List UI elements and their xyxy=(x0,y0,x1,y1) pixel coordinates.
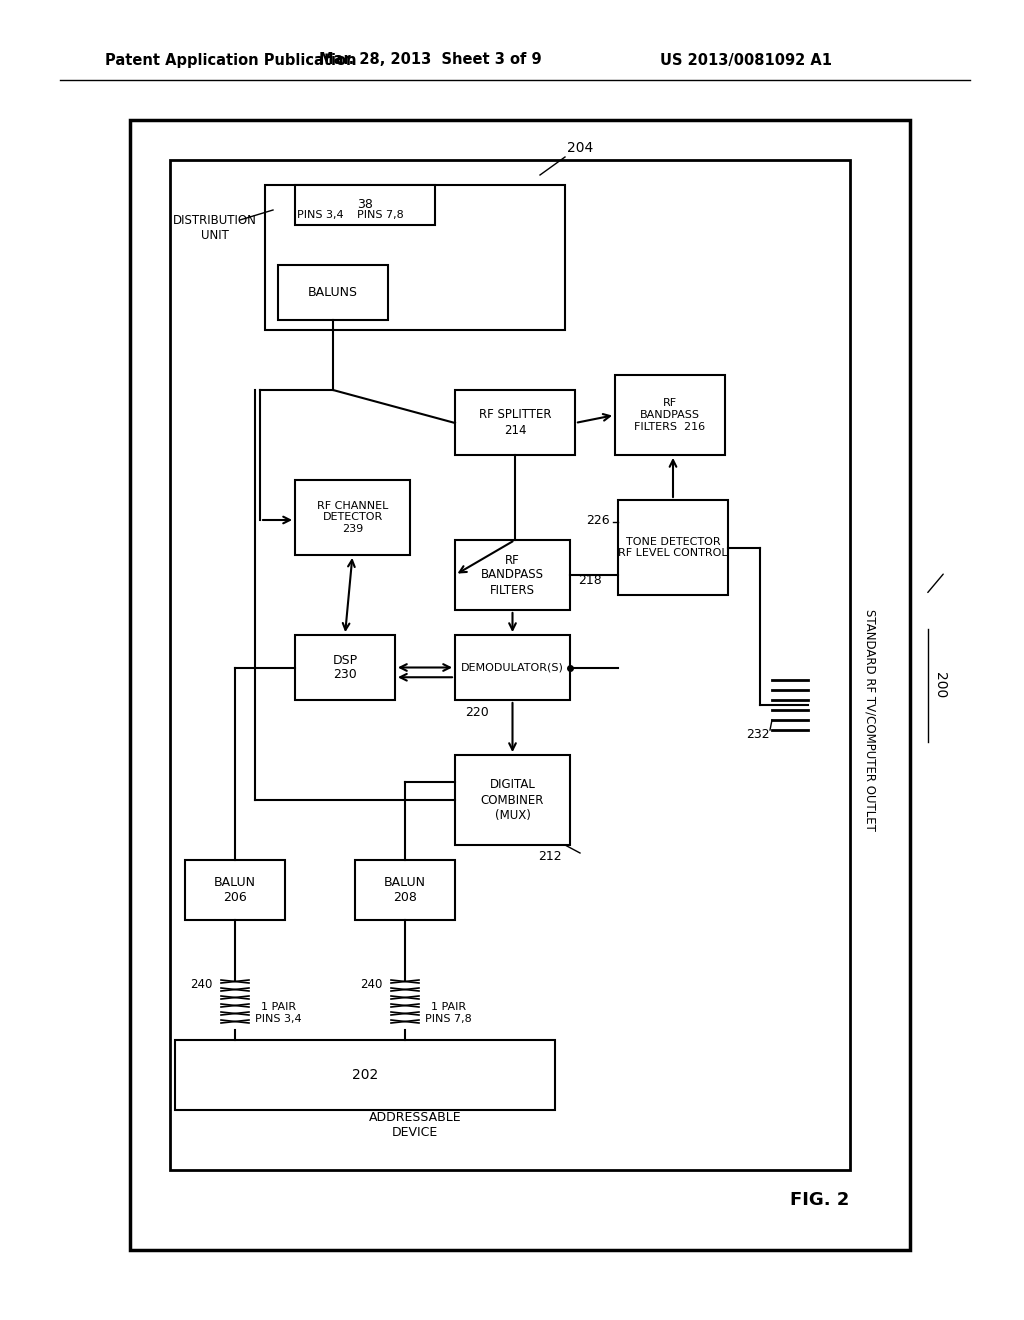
Bar xyxy=(455,755,570,845)
Text: TONE DETECTOR
RF LEVEL CONTROL: TONE DETECTOR RF LEVEL CONTROL xyxy=(618,537,728,558)
Text: 200: 200 xyxy=(933,672,947,698)
Text: Patent Application Publication: Patent Application Publication xyxy=(105,53,356,67)
Bar xyxy=(185,861,285,920)
Bar xyxy=(295,635,395,700)
Text: RF
BANDPASS
FILTERS  216: RF BANDPASS FILTERS 216 xyxy=(635,399,706,432)
Text: PINS 7,8: PINS 7,8 xyxy=(356,210,403,220)
Bar xyxy=(170,160,850,1170)
Text: 38: 38 xyxy=(357,198,373,211)
Bar xyxy=(455,635,570,700)
Text: 240: 240 xyxy=(190,978,212,991)
Text: DIGITAL
COMBINER
(MUX): DIGITAL COMBINER (MUX) xyxy=(481,779,544,821)
Text: DSP
230: DSP 230 xyxy=(333,653,357,681)
Text: FIG. 2: FIG. 2 xyxy=(791,1191,850,1209)
Text: 212: 212 xyxy=(539,850,562,863)
Text: ADDRESSABLE
DEVICE: ADDRESSABLE DEVICE xyxy=(369,1111,462,1139)
Text: 240: 240 xyxy=(360,978,382,991)
Text: BALUN
206: BALUN 206 xyxy=(214,876,256,904)
Bar xyxy=(295,185,435,224)
Text: BALUNS: BALUNS xyxy=(308,286,358,300)
Bar xyxy=(455,540,570,610)
Bar xyxy=(615,375,725,455)
Text: RF SPLITTER
214: RF SPLITTER 214 xyxy=(479,408,551,437)
Bar xyxy=(618,500,728,595)
Bar xyxy=(355,861,455,920)
Text: RF CHANNEL
DETECTOR
239: RF CHANNEL DETECTOR 239 xyxy=(316,500,388,535)
Text: 232: 232 xyxy=(746,729,770,742)
Text: BALUN
208: BALUN 208 xyxy=(384,876,426,904)
Bar xyxy=(295,480,410,554)
Bar xyxy=(265,185,565,330)
Text: 220: 220 xyxy=(465,705,488,718)
Text: DEMODULATOR(S): DEMODULATOR(S) xyxy=(461,663,564,672)
Text: 204: 204 xyxy=(567,141,593,154)
Text: STANDARD RF TV/COMPUTER OUTLET: STANDARD RF TV/COMPUTER OUTLET xyxy=(863,609,877,830)
Text: 1 PAIR
PINS 7,8: 1 PAIR PINS 7,8 xyxy=(425,1002,472,1024)
Text: 226: 226 xyxy=(587,513,610,527)
Bar xyxy=(175,1040,555,1110)
Bar xyxy=(130,120,910,1250)
Bar xyxy=(278,265,388,319)
Text: 218: 218 xyxy=(578,573,602,586)
Text: Mar. 28, 2013  Sheet 3 of 9: Mar. 28, 2013 Sheet 3 of 9 xyxy=(318,53,542,67)
Text: PINS 3,4: PINS 3,4 xyxy=(297,210,343,220)
Text: RF
BANDPASS
FILTERS: RF BANDPASS FILTERS xyxy=(481,553,544,597)
Text: 1 PAIR
PINS 3,4: 1 PAIR PINS 3,4 xyxy=(255,1002,302,1024)
Bar xyxy=(455,389,575,455)
Text: US 2013/0081092 A1: US 2013/0081092 A1 xyxy=(660,53,831,67)
Text: DISTRIBUTION
UNIT: DISTRIBUTION UNIT xyxy=(173,214,257,242)
Text: 202: 202 xyxy=(352,1068,378,1082)
